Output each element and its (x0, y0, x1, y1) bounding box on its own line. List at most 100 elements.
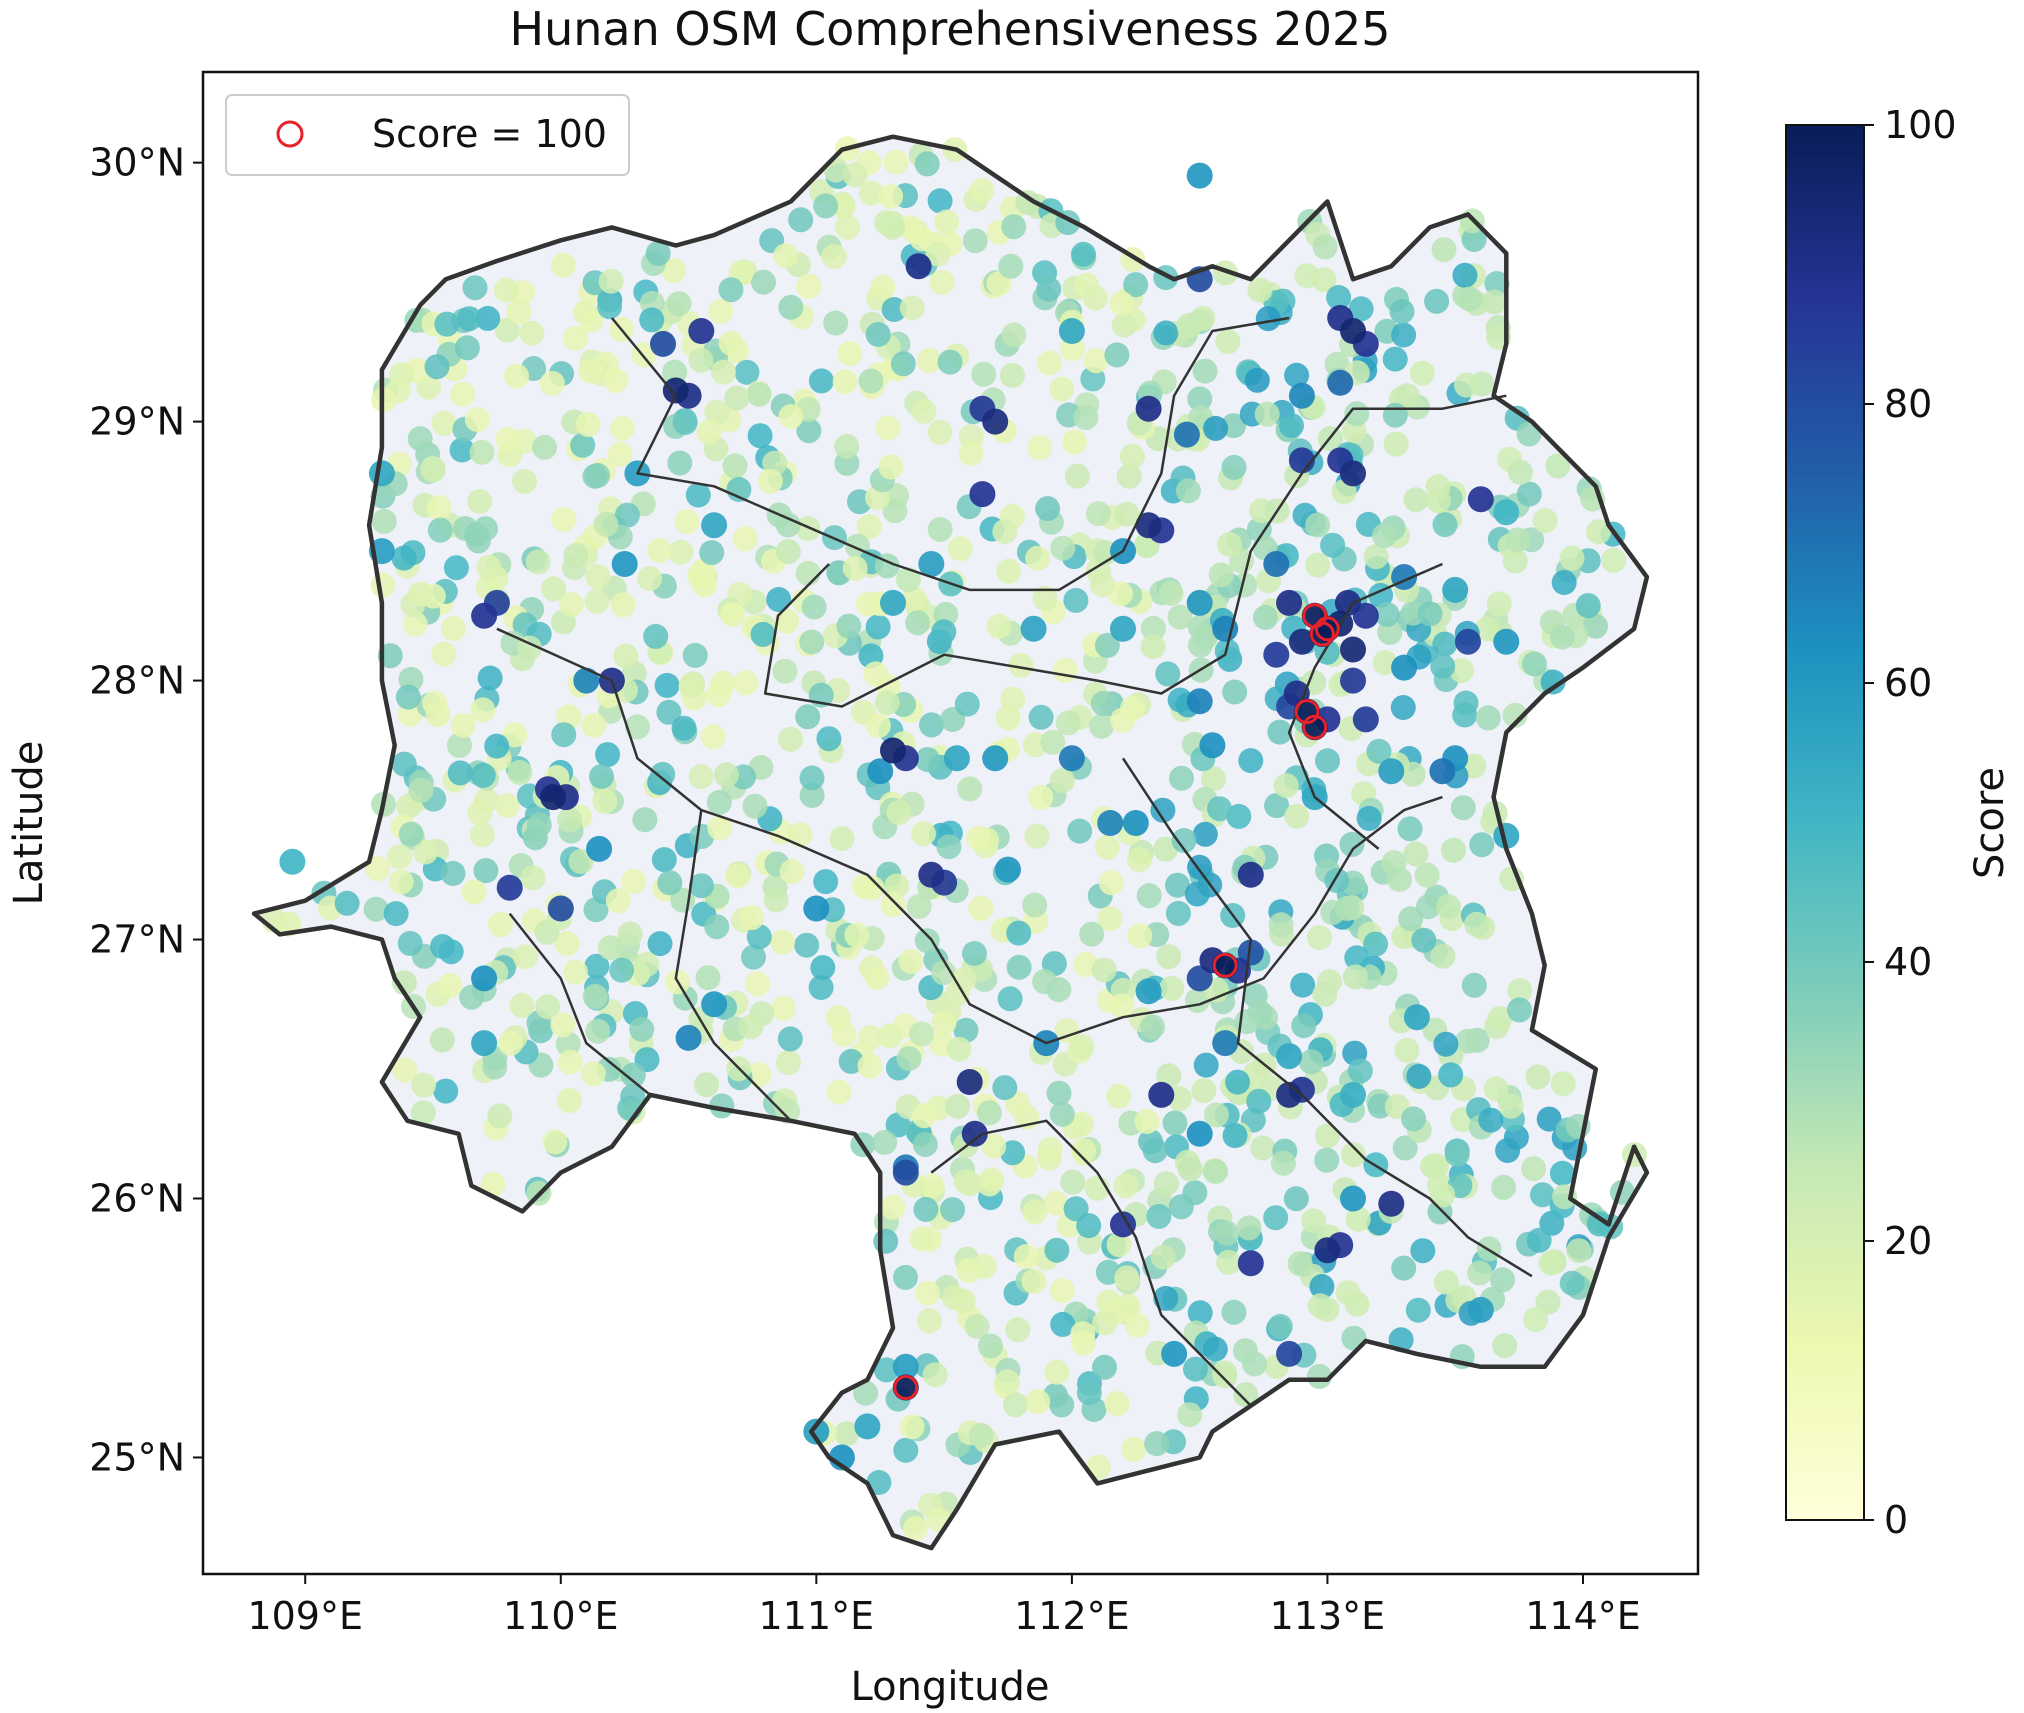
filler-point (1094, 632, 1120, 658)
filler-point (779, 859, 805, 885)
x-tick-label: 113°E (1270, 1594, 1386, 1638)
scatter-point (1455, 628, 1481, 655)
filler-point (1049, 1278, 1075, 1304)
scatter-point (1403, 1004, 1430, 1031)
filler-point (1028, 784, 1054, 810)
filler-point (1436, 894, 1461, 920)
scatter-point (1288, 382, 1315, 409)
filler-point (563, 325, 589, 351)
filler-point (1144, 1431, 1170, 1457)
filler-point (582, 983, 608, 1009)
filler-point (708, 299, 734, 324)
filler-point (1171, 828, 1197, 853)
filler-point (1374, 602, 1400, 627)
filler-point (915, 1280, 941, 1306)
filler-point (395, 684, 421, 710)
filler-point (1055, 710, 1081, 736)
max-score-marker (1309, 621, 1335, 647)
filler-point (1140, 1014, 1165, 1040)
filler-point (1490, 1267, 1515, 1293)
filler-point (722, 453, 748, 479)
filler-point (1052, 657, 1078, 683)
filler-point (946, 1036, 972, 1062)
scatter-point (892, 1353, 919, 1380)
filler-point (440, 860, 466, 886)
filler-point (1176, 313, 1202, 339)
filler-point (1069, 1034, 1095, 1060)
filler-point (922, 1362, 948, 1388)
colorbar-label: Score (1967, 767, 2013, 879)
filler-point (1032, 585, 1058, 611)
filler-point (1315, 748, 1340, 774)
scatter-point (1097, 810, 1124, 836)
filler-point (443, 555, 469, 581)
filler-point (554, 931, 580, 957)
filler-point (456, 306, 482, 332)
filler-point (931, 1010, 957, 1036)
filler-point (1502, 702, 1528, 728)
filler-point (875, 415, 901, 441)
filler-point (1347, 1058, 1373, 1084)
filler-point (1037, 350, 1062, 376)
filler-point (1394, 1037, 1420, 1063)
filler-point (1559, 545, 1585, 571)
filler-point (425, 702, 451, 727)
filler-point (1040, 729, 1066, 755)
filler-point (884, 873, 910, 899)
filler-point (650, 761, 676, 787)
filler-point (412, 839, 438, 865)
filler-point (484, 733, 510, 759)
filler-point (968, 1422, 994, 1448)
scatter-point (880, 589, 906, 616)
filler-point (832, 369, 858, 395)
filler-point (1425, 474, 1451, 500)
filler-point (947, 536, 973, 562)
filler-point (725, 863, 751, 889)
scatter-point (854, 1413, 881, 1440)
filler-point (945, 1093, 971, 1119)
filler-point (1430, 653, 1456, 679)
scatter-point (540, 784, 567, 811)
filler-point (1405, 1297, 1431, 1323)
filler-point (732, 526, 758, 552)
filler-point (1283, 1186, 1309, 1212)
filler-point (831, 1021, 857, 1047)
filler-point (705, 682, 731, 708)
plot-frame (201, 70, 1700, 1576)
scatter-point (471, 965, 498, 992)
scatter-point (688, 318, 715, 344)
filler-point (1134, 1109, 1160, 1134)
filler-point (1298, 1049, 1324, 1075)
prefecture-border (610, 316, 1290, 592)
scatter-point (1110, 1211, 1136, 1238)
filler-point (1309, 1274, 1335, 1299)
filler-point (1214, 1220, 1240, 1246)
filler-point (1035, 496, 1061, 522)
filler-point (936, 834, 962, 860)
colorbar-tick-label: 40 (1884, 940, 1932, 984)
filler-point (874, 690, 900, 716)
scatter-point (1237, 861, 1264, 888)
filler-point (1453, 690, 1479, 716)
filler-point (1538, 1250, 1564, 1276)
filler-point (520, 865, 546, 891)
filler-point (532, 434, 557, 460)
scatter-point (1327, 369, 1354, 396)
filler-point (853, 1380, 879, 1406)
filler-point (1601, 547, 1627, 573)
filler-point (1344, 1291, 1370, 1317)
filler-point (1187, 1300, 1213, 1326)
filler-point (1092, 1310, 1118, 1336)
filler-point (1284, 362, 1310, 388)
filler-point (700, 724, 726, 750)
filler-point (1109, 291, 1135, 316)
filler-point (808, 368, 834, 394)
filler-point (1110, 707, 1136, 733)
filler-point (1076, 1380, 1102, 1406)
filler-point (1483, 1076, 1509, 1102)
filler-point (746, 924, 772, 950)
filler-point (365, 856, 391, 882)
filler-point (580, 1061, 606, 1087)
filler-point (799, 765, 825, 791)
scatter-point (1186, 688, 1213, 715)
